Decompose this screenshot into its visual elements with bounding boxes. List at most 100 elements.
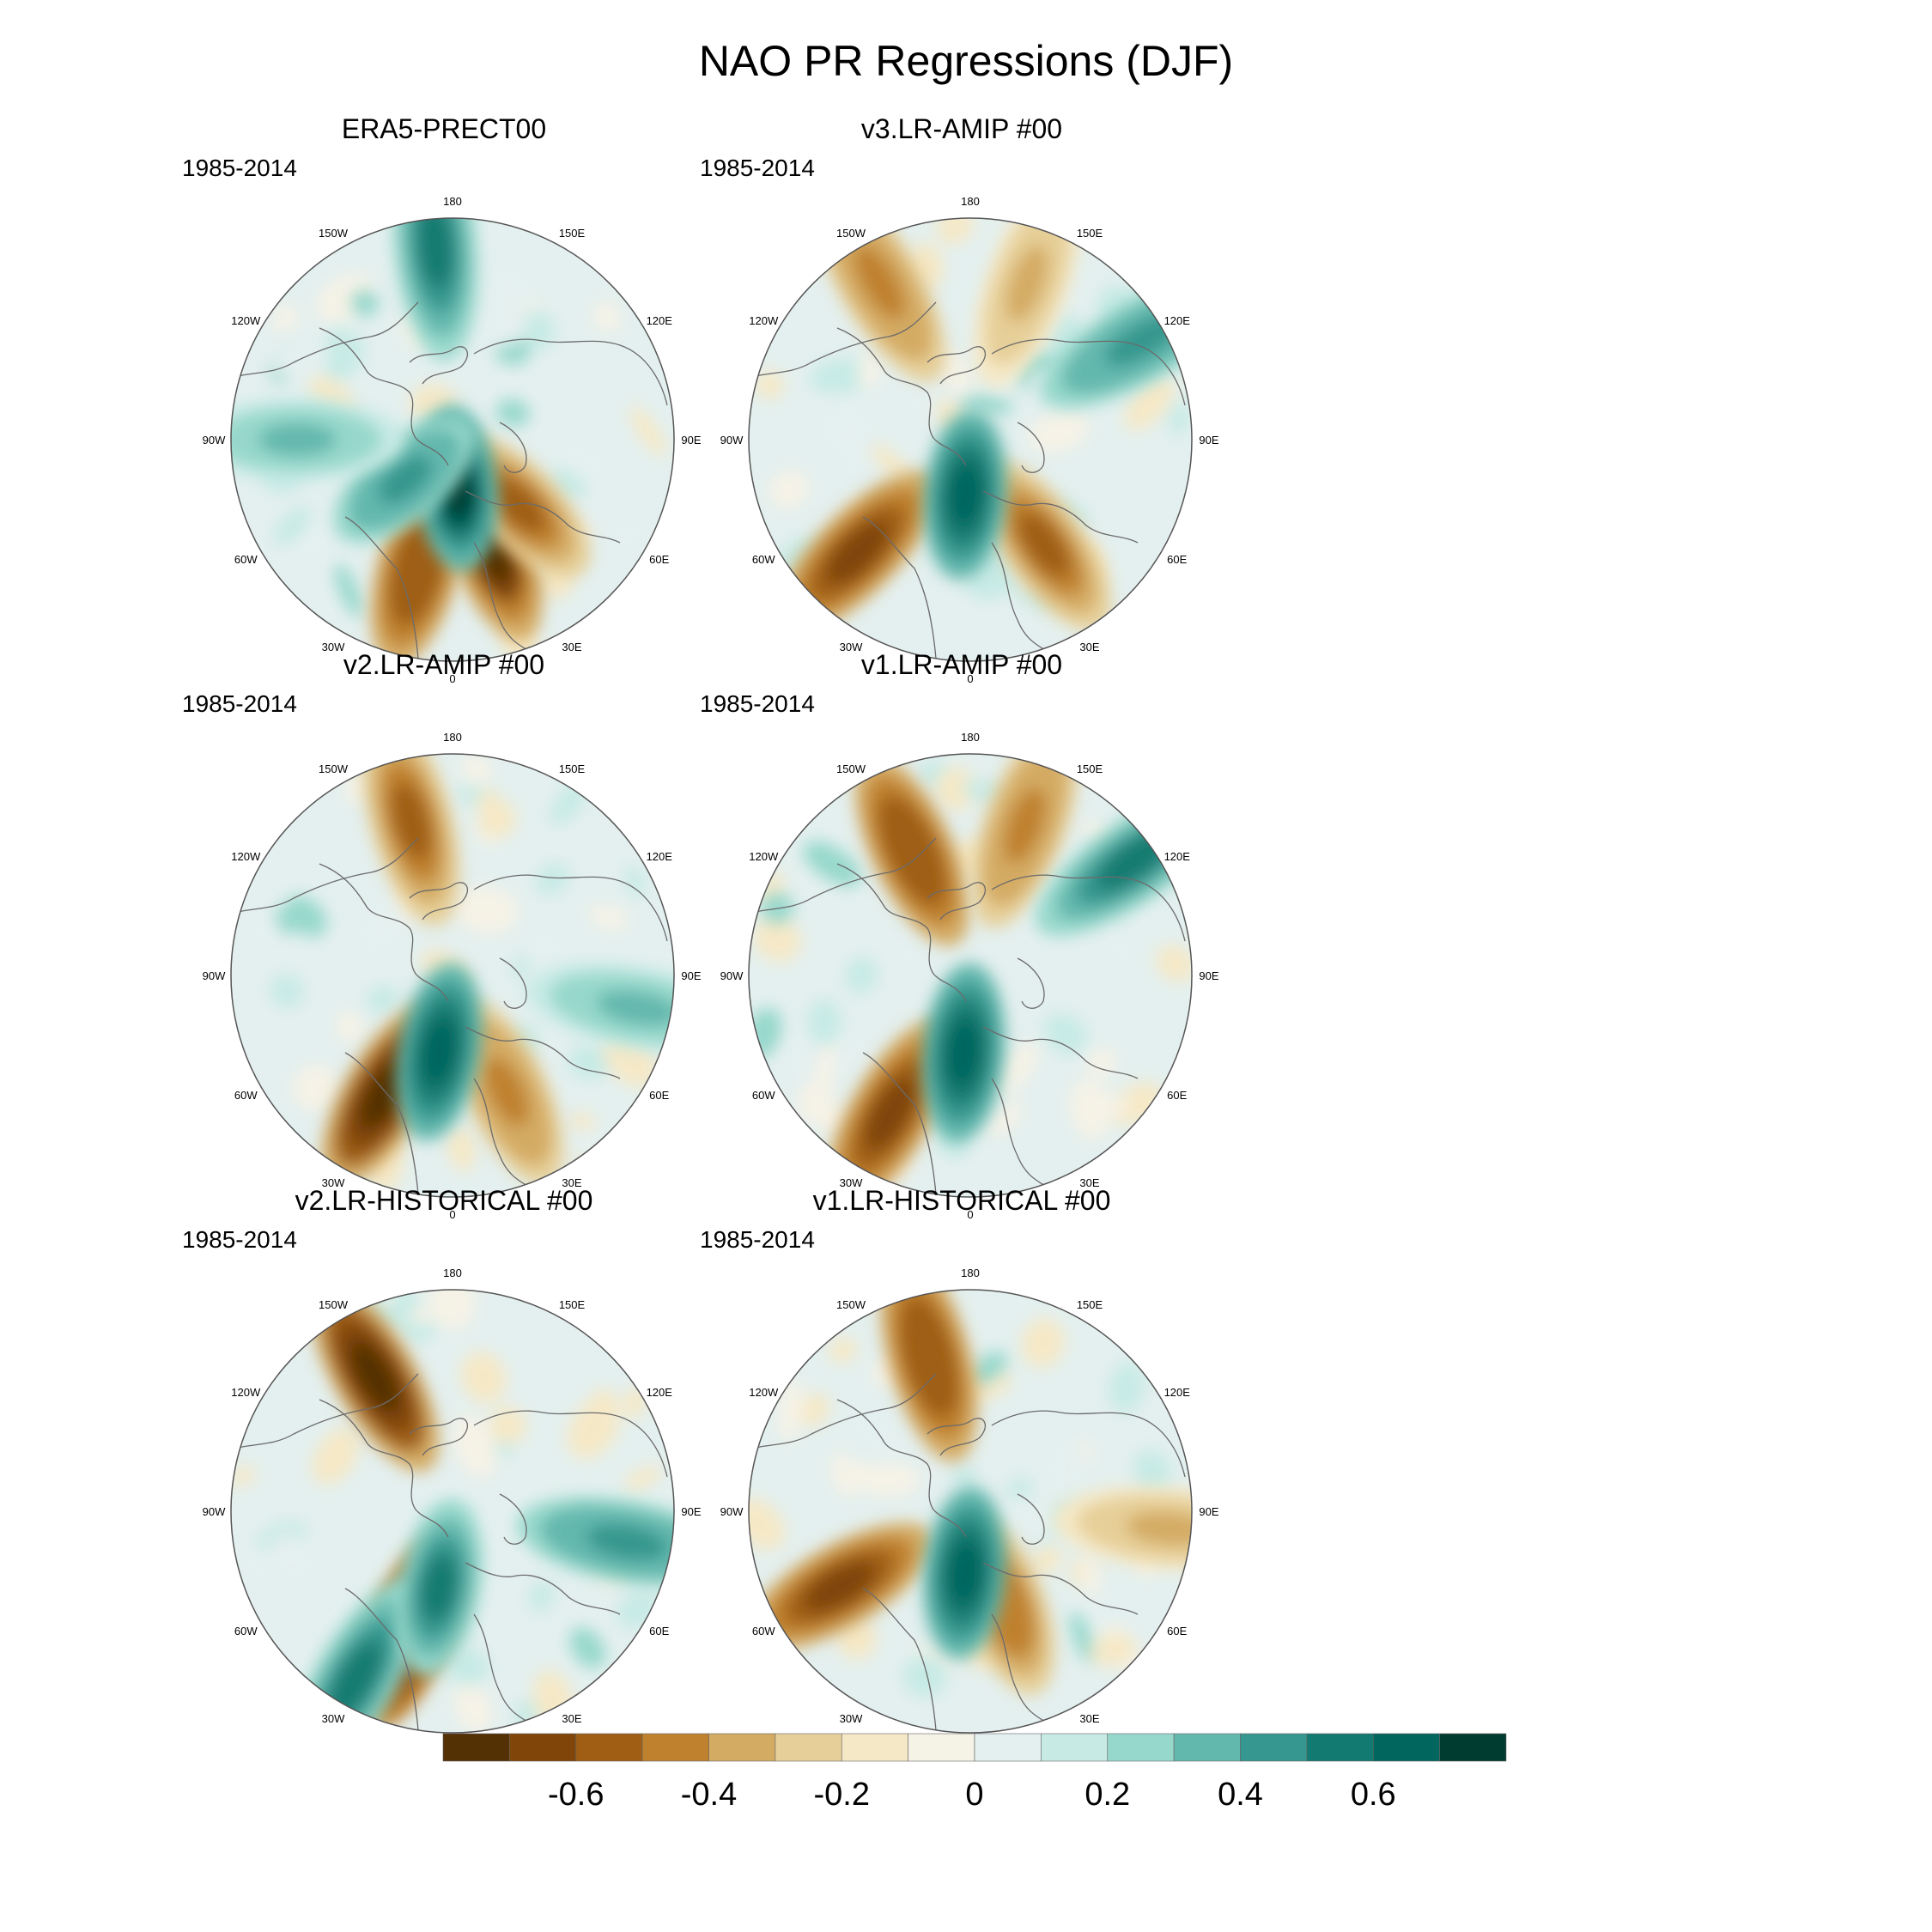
longitude-label: 60W <box>234 1089 258 1102</box>
noise-patch <box>1082 1553 1101 1597</box>
anomaly-feature <box>333 416 477 544</box>
colorbar-tick-label: 0.4 <box>1218 1777 1263 1813</box>
noise-patch <box>624 1466 662 1491</box>
colorbar-tick-label: 0 <box>965 1777 983 1813</box>
coastline <box>1017 1493 1045 1545</box>
colorbar-swatch <box>641 1733 709 1762</box>
longitude-label: 180 <box>443 1267 462 1279</box>
noise-patch <box>871 444 910 481</box>
coastline <box>473 1410 668 1478</box>
longitude-label: 150E <box>1077 1298 1103 1311</box>
anomaly-feature <box>231 398 404 481</box>
coastlines <box>749 1373 1186 1731</box>
longitude-label: 180 <box>961 1267 980 1279</box>
anomaly-feature <box>923 410 1007 580</box>
polar-map: 180 150E 120E 90E 60E 30E 0 30W 60W 90W 120W 150W <box>203 731 702 1221</box>
noise-patch <box>1030 1546 1062 1574</box>
colorbar-tick-label: -0.2 <box>814 1777 870 1813</box>
anomaly-contour <box>948 1540 982 1606</box>
anomaly-contour <box>890 816 935 886</box>
longitude-label: 120E <box>1164 314 1191 327</box>
panel-title: v1.LR-AMIP #00 <box>860 649 1063 680</box>
anomaly-feature <box>525 963 674 1054</box>
longitude-label: 60W <box>752 553 775 566</box>
coastline <box>409 882 469 920</box>
noise-patch <box>472 314 528 348</box>
colorbar-swatch <box>974 1733 1042 1762</box>
noise-patch <box>453 1413 497 1478</box>
longitude-label: 60W <box>234 553 258 566</box>
longitude-label: 150W <box>319 227 349 240</box>
longitude-label: 120W <box>231 850 261 863</box>
panel-title: v3.LR-AMIP #00 <box>860 113 1063 144</box>
longitude-label: 0 <box>967 672 973 685</box>
noise-patch <box>1070 1612 1095 1663</box>
longitude-label: 180 <box>961 731 980 744</box>
noise-patch <box>535 863 570 895</box>
longitude-label: 30E <box>1079 1712 1099 1725</box>
noise-patch <box>1048 1437 1085 1504</box>
noise-patch <box>611 517 644 547</box>
anomaly-feature <box>971 754 1078 928</box>
noise-patch <box>844 956 878 994</box>
anomaly-contour <box>484 1057 529 1127</box>
longitude-label: 30W <box>322 1176 345 1189</box>
anomaly-contour <box>491 478 546 533</box>
coastline <box>499 422 527 473</box>
noise-patch <box>769 470 810 509</box>
panel-period: 1985-2014 <box>700 155 815 181</box>
coastline <box>344 516 419 659</box>
coastline <box>982 1562 1139 1615</box>
noise-patch <box>1124 377 1175 430</box>
longitude-label: 90E <box>1199 434 1218 447</box>
anomaly-contour <box>1004 787 1046 864</box>
longitude-label: 0 <box>449 1208 455 1221</box>
noise-patch <box>272 305 300 331</box>
coastline <box>862 1588 937 1731</box>
noise-patch <box>273 347 309 377</box>
longitude-label: 30W <box>840 1712 863 1725</box>
colorbar-swatch <box>908 1733 975 1762</box>
colorbar-swatch <box>708 1733 776 1762</box>
colorbar-swatch <box>575 1733 643 1762</box>
anomaly-contour <box>398 531 437 605</box>
coastline <box>982 490 1139 544</box>
coastline <box>465 490 621 544</box>
panel-period: 1985-2014 <box>182 1226 297 1253</box>
coastline <box>231 301 419 380</box>
colorbar-swatch <box>1240 1733 1308 1762</box>
noise-patch <box>592 301 622 332</box>
coastline <box>499 957 527 1009</box>
coastline <box>991 542 1053 655</box>
longitude-label: 90W <box>203 1505 226 1518</box>
coastline <box>499 1493 527 1545</box>
noise-patch <box>284 896 327 937</box>
coastline <box>862 1052 937 1195</box>
noise-patch <box>293 1064 338 1111</box>
noise-patch <box>567 1400 620 1459</box>
noise-patch <box>1132 1449 1171 1496</box>
longitude-label: 90E <box>1199 969 1218 982</box>
panel-period: 1985-2014 <box>700 690 815 717</box>
noise-patch <box>988 1042 1039 1097</box>
noise-patch <box>334 563 362 617</box>
longitude-label: 30E <box>562 641 581 653</box>
polar-map: 180 150E 120E 90E 60E 30E 0 30W 60W 90W 120W 150W <box>720 195 1219 685</box>
noise-patch <box>568 1045 611 1080</box>
coastline <box>991 338 1186 406</box>
noise-patch <box>843 450 873 477</box>
noise-patch <box>246 912 280 945</box>
longitude-label: 120E <box>1164 1386 1191 1399</box>
figure-title: NAO PR Regressions (DJF) <box>698 37 1234 85</box>
noise-patch <box>821 405 872 453</box>
longitude-label: 30E <box>562 1176 581 1189</box>
noise-patch <box>799 1393 829 1427</box>
longitude-label: 90W <box>203 969 226 982</box>
noise-patch <box>1156 945 1192 982</box>
noise-patch <box>270 974 304 1009</box>
noise-patch <box>858 354 881 388</box>
longitude-label: 0 <box>449 672 455 685</box>
longitude-label: 30W <box>840 1176 863 1189</box>
coastline <box>319 863 449 1002</box>
noise-patch <box>454 886 519 934</box>
